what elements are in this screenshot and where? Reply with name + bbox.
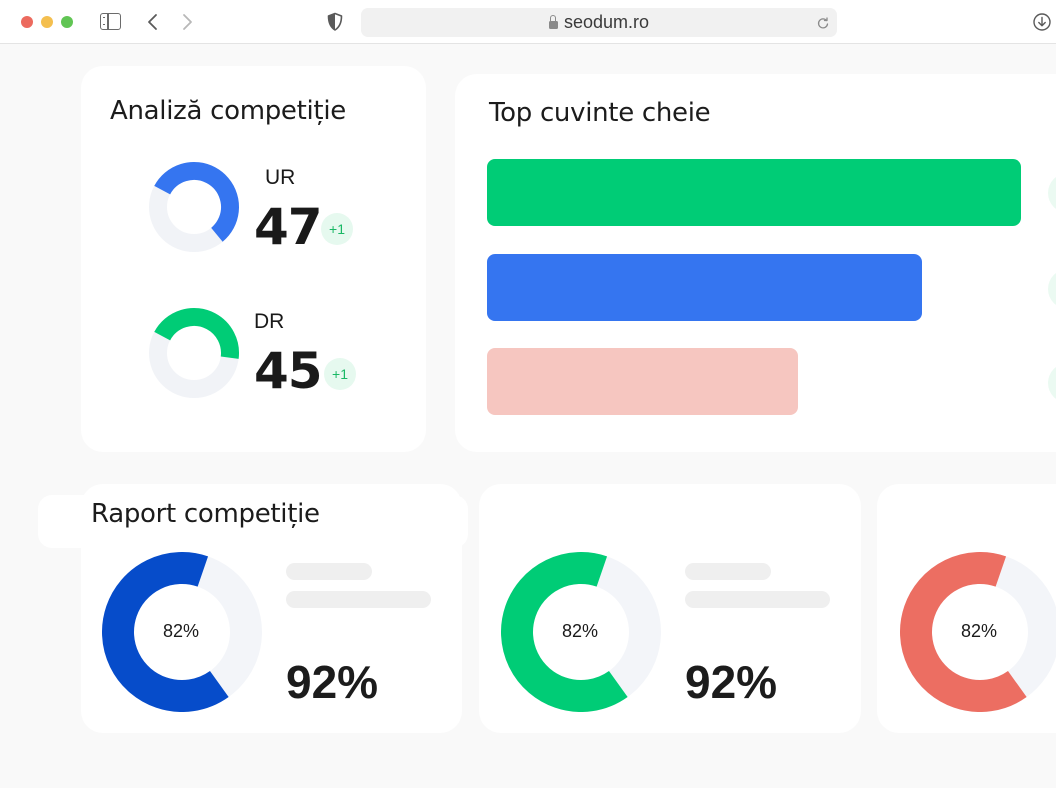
report-title-bar: [38, 495, 468, 548]
skeleton-line: [685, 563, 771, 580]
report-donut-3: [900, 552, 1056, 712]
close-window-button[interactable]: [21, 16, 33, 28]
download-icon[interactable]: [1032, 12, 1052, 32]
keyword-badge-1: [1048, 173, 1056, 213]
competition-analysis-card: Analiză competiție UR 47 +1 DR 45 +1: [81, 66, 426, 452]
dr-donut-chart: [148, 308, 239, 398]
keyword-bar-3: [487, 348, 798, 415]
report-donut-1: [102, 552, 262, 712]
chevron-right-icon[interactable]: [180, 11, 194, 33]
keyword-bar-2: [487, 254, 922, 321]
dr-label: DR: [254, 310, 285, 333]
report-donut-2-label: 82%: [561, 621, 599, 641]
ur-delta-badge: +1: [321, 213, 353, 245]
skeleton-line: [286, 591, 431, 608]
top-keywords-card: Top cuvinte cheie: [455, 74, 1056, 452]
chevron-left-icon[interactable]: [146, 11, 160, 33]
report-donut-1-label: 82%: [162, 621, 200, 641]
lock-icon: [548, 14, 558, 30]
card-title: Top cuvinte cheie: [489, 98, 711, 128]
address-bar[interactable]: seodum.ro: [361, 8, 837, 37]
skeleton-line: [286, 563, 372, 580]
zoom-window-button[interactable]: [61, 16, 73, 28]
ur-value: 47: [254, 198, 323, 256]
sidebar-toggle-icon[interactable]: [100, 13, 121, 30]
ur-label: UR: [265, 166, 296, 189]
minimize-window-button[interactable]: [41, 16, 53, 28]
report-title: Raport competiție: [91, 499, 320, 529]
report-donut-2: [501, 552, 661, 712]
browser-toolbar: seodum.ro: [0, 0, 1056, 44]
report-value-2: 92%: [685, 656, 778, 708]
keyword-badge-2: [1048, 269, 1056, 309]
card-title: Analiză competiție: [110, 96, 346, 126]
reload-icon[interactable]: [815, 15, 831, 31]
dr-delta-badge: +1: [324, 358, 356, 390]
keyword-badge-3: [1048, 363, 1056, 403]
report-donut-3-label: 82%: [960, 621, 998, 641]
keyword-bar-1: [487, 159, 1021, 226]
dr-value: 45: [254, 342, 323, 400]
shield-icon[interactable]: [326, 12, 344, 32]
url-text: seodum.ro: [563, 12, 650, 32]
ur-donut-chart: [148, 162, 239, 252]
report-value-1: 92%: [286, 656, 379, 708]
skeleton-line: [685, 591, 830, 608]
